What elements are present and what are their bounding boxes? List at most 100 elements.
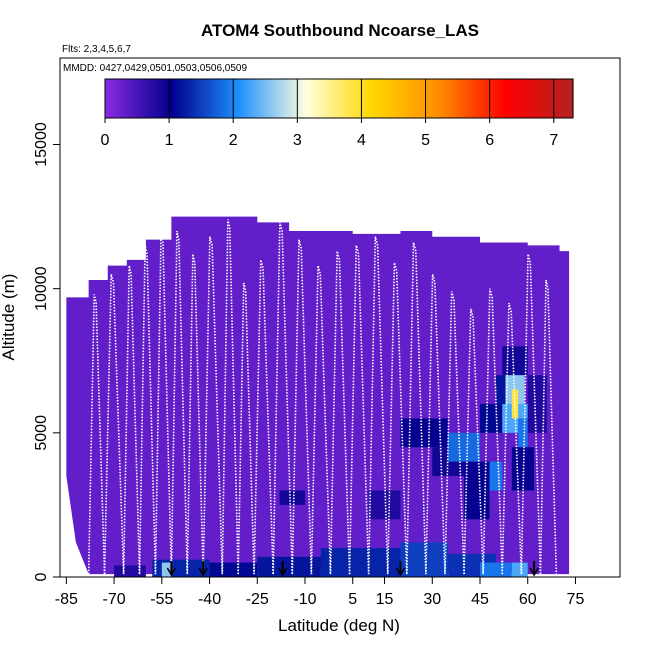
colorbar-segment — [216, 79, 220, 118]
colorbar-segment — [279, 79, 283, 118]
colorbar-segment — [502, 79, 506, 118]
colorbar-segment — [489, 79, 493, 118]
colorbar-segment — [443, 79, 447, 118]
colorbar-segment — [531, 79, 535, 118]
heatmap-cell — [114, 565, 146, 577]
flight-track — [138, 245, 157, 575]
colorbar-segment — [513, 79, 517, 118]
colorbar-segment — [268, 79, 272, 118]
colorbar-segment — [248, 79, 252, 118]
colorbar-segment — [302, 79, 306, 118]
heatmap-cell — [489, 461, 503, 491]
colorbar-segment — [440, 79, 444, 118]
colorbar-segment — [370, 79, 374, 118]
heatmap-cell — [480, 562, 512, 577]
colorbar-segment — [539, 79, 543, 118]
colorbar-segment — [190, 79, 194, 118]
colorbar-segment — [497, 79, 501, 118]
axes-layer: -85 -70 -55 -40 -25 -10 5 15 30 45 60 7505000100001… — [33, 57, 621, 608]
colorbar-segment — [242, 79, 246, 118]
colorbar-segment — [536, 79, 540, 118]
colorbar-segment — [463, 79, 467, 118]
colorbar-tick-label: 5 — [421, 132, 430, 149]
flight-track — [539, 279, 558, 575]
colorbar-segment — [250, 79, 254, 118]
plot-frame — [59, 57, 621, 578]
arrow-head — [198, 567, 208, 577]
colorbar-segment — [479, 79, 483, 118]
flight-track — [463, 308, 484, 575]
colorbar-segment — [448, 79, 452, 118]
colorbar-segment — [203, 79, 207, 118]
heatmap-cell — [527, 375, 547, 433]
colorbar-segment — [333, 79, 337, 118]
colorbar-segment — [151, 79, 155, 118]
colorbar-segment — [125, 79, 129, 118]
colorbar-segment — [263, 79, 267, 118]
colorbar-segment — [445, 79, 449, 118]
colorbar-segment — [505, 79, 509, 118]
flight-track — [202, 236, 224, 575]
flight-track — [482, 288, 504, 575]
colorbar-segment — [567, 79, 571, 118]
colorbar-segment — [411, 79, 415, 118]
colorbar-segment — [138, 79, 142, 118]
colorbar-segment — [471, 79, 475, 118]
colorbar-segment — [318, 79, 322, 118]
colorbar-segment — [528, 79, 532, 118]
colorbar-segment — [292, 79, 296, 118]
colorbar-segment — [401, 79, 405, 118]
colorbar-segment — [289, 79, 293, 118]
colorbar-segment — [424, 79, 428, 118]
flight-track — [186, 253, 204, 575]
x-tick-label: 30 — [423, 591, 441, 608]
flight-track — [291, 239, 313, 575]
colorbar-segment — [323, 79, 327, 118]
colorbar-segment — [409, 79, 413, 118]
colorbar-segment — [404, 79, 408, 118]
colorbar-tick-label: 1 — [165, 132, 174, 149]
colorbar-segment — [120, 79, 124, 118]
colorbar-segment — [183, 79, 187, 118]
colorbar-segment — [206, 79, 210, 118]
colorbar-segment — [240, 79, 244, 118]
colorbar-segment — [562, 79, 566, 118]
colorbar-segment — [487, 79, 491, 118]
colorbar-segment — [253, 79, 257, 118]
flight-tracks-layer — [87, 219, 558, 577]
colorbar-segment — [336, 79, 340, 118]
x-tick-label: -25 — [246, 591, 269, 608]
colorbar-tick-label: 3 — [293, 132, 302, 149]
colorbar-segment — [188, 79, 192, 118]
colorbar-segment — [461, 79, 465, 118]
colorbar-segment — [570, 79, 574, 118]
colorbar-segment — [315, 79, 319, 118]
flight-track — [444, 291, 465, 575]
colorbar-segment — [422, 79, 426, 118]
colorbar-segment — [383, 79, 387, 118]
colorbar-segment — [476, 79, 480, 118]
chart-title: ATOM4 Southbound Ncoarse_LAS — [201, 21, 479, 40]
colorbar-segment — [534, 79, 538, 118]
flight-track — [253, 259, 274, 575]
colorbar-segment — [515, 79, 519, 118]
colorbar-segment — [154, 79, 158, 118]
arrow-head — [529, 567, 539, 577]
colorbar-segment — [144, 79, 148, 118]
colorbar-segment — [346, 79, 350, 118]
colorbar-segment — [219, 79, 223, 118]
colorbar-segment — [232, 79, 236, 118]
heatmap-cell — [152, 559, 210, 577]
colorbar-segment — [118, 79, 122, 118]
colorbar-segment — [266, 79, 270, 118]
colorbar-tick-label: 4 — [357, 132, 366, 149]
x-tick-label: 5 — [348, 591, 357, 608]
colorbar-segment — [146, 79, 150, 118]
colorbar-segment — [177, 79, 181, 118]
colorbar-segment — [388, 79, 392, 118]
colorbar-segment — [193, 79, 197, 118]
y-tick-label: 0 — [33, 572, 50, 581]
colorbar-segment — [201, 79, 205, 118]
colorbar-segment — [523, 79, 527, 118]
